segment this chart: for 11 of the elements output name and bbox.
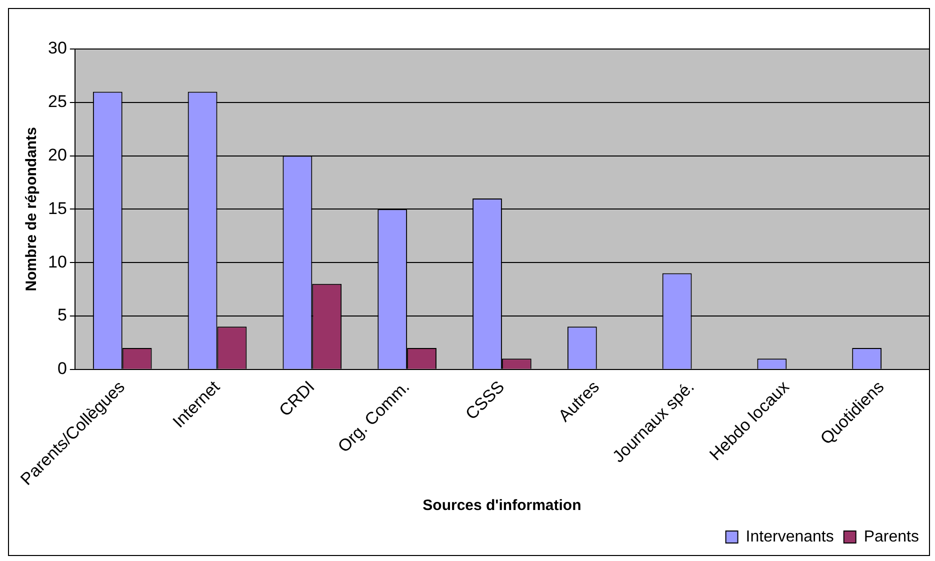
y-tick-label: 0 (57, 359, 67, 378)
legend-label: Parents (864, 528, 919, 546)
y-tick-label: 5 (57, 306, 67, 325)
x-axis-title: Sources d'information (422, 497, 582, 514)
y-tick-label: 10 (48, 252, 67, 272)
y-tick-label: 20 (48, 145, 67, 164)
legend-label: Intervenants (746, 528, 834, 546)
y-tick-label: 30 (48, 38, 67, 58)
y-axis-title: Nombre de répondants (23, 127, 40, 292)
y-tick-label: 25 (48, 92, 67, 112)
y-tick-label: 15 (48, 198, 67, 218)
